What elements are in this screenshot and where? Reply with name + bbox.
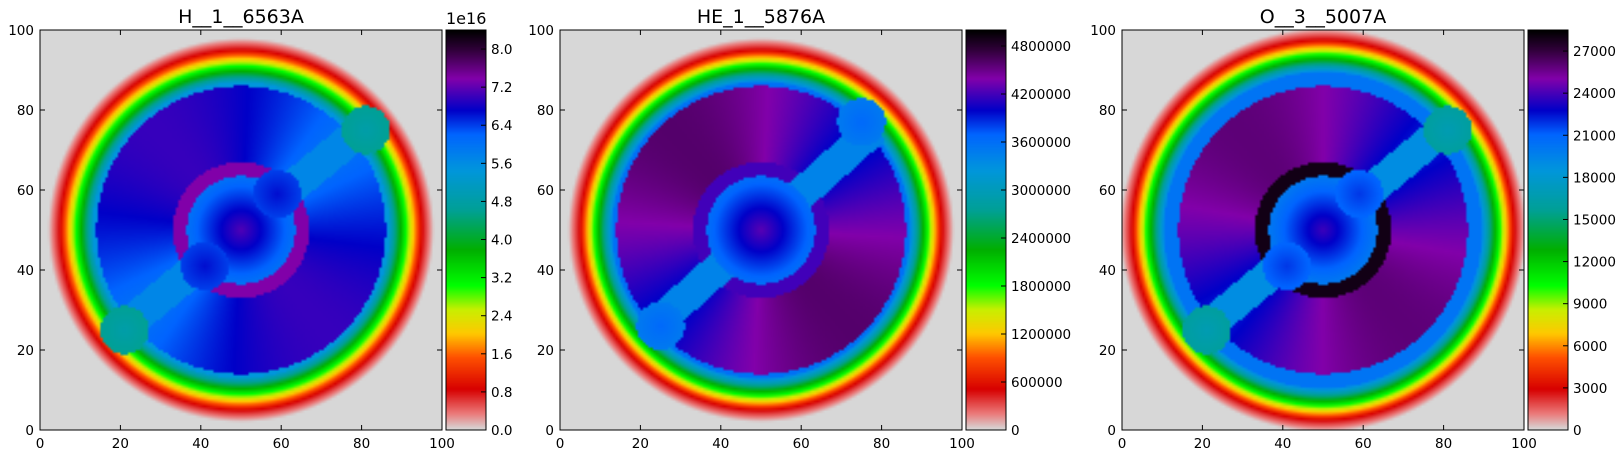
- x-tick-label: 20: [112, 436, 129, 452]
- x-tick-label: 80: [1435, 436, 1452, 452]
- colorbar-tick-label: 3000000: [1011, 183, 1071, 199]
- colorbar-tick-label: 12000: [1573, 255, 1616, 271]
- x-tick-label: 60: [273, 436, 290, 452]
- x-tick-label: 60: [793, 436, 810, 452]
- y-tick-label: 100: [8, 23, 34, 39]
- axes-frame: [1121, 29, 1525, 431]
- x-tick-label: 100: [949, 436, 975, 452]
- colorbar-tick-label: 0: [1011, 423, 1020, 439]
- axes-frame: [39, 29, 443, 431]
- y-tick-label: 40: [1099, 263, 1116, 279]
- colorbar-tick-label: 4800000: [1011, 39, 1071, 55]
- x-tick-label: 0: [556, 436, 565, 452]
- colorbar-tick-label: 0.0: [491, 423, 512, 439]
- x-tick-label: 40: [192, 436, 209, 452]
- colorbar-tick-label: 5.6: [491, 156, 512, 172]
- y-tick-label: 20: [17, 343, 34, 359]
- y-tick-label: 60: [1099, 183, 1116, 199]
- colorbar-tick-label: 24000: [1573, 86, 1616, 102]
- colorbar: 0.0 0.8 1.6 2.4 3.2 4.0 4.8 5.6 6.4 7.2 8.0 1e16: [445, 9, 512, 439]
- colorbar-tick-label: 3600000: [1011, 135, 1071, 151]
- colorbar-tick-label: 1200000: [1011, 327, 1071, 343]
- colorbar-gradient: [446, 30, 486, 430]
- y-tick-label: 100: [528, 23, 554, 39]
- colorbar-tick-label: 27000: [1573, 44, 1616, 60]
- x-tick-label: 20: [632, 436, 649, 452]
- colorbar-tick-label: 4.8: [491, 194, 512, 210]
- x-tick-label: 100: [1511, 436, 1537, 452]
- axes-frame: [559, 29, 963, 431]
- colorbar-gradient: [966, 30, 1006, 430]
- colorbar-offset-label: 1e16: [446, 9, 486, 28]
- colorbar-tick-label: 2.4: [491, 309, 512, 325]
- x-tick-label: 0: [36, 436, 45, 452]
- chart-title: O__3__5007A: [1260, 6, 1386, 28]
- colorbar-tick-label: 4.0: [491, 233, 512, 249]
- panel-2: HE_1__5876A 0 20 40 60 80 100 0 20 40 60 80 100 0 6000…: [528, 6, 1071, 452]
- colorbar-tick-label: 3.2: [491, 271, 512, 287]
- x-tick-label: 40: [712, 436, 729, 452]
- colorbar-tick-label: 1800000: [1011, 279, 1071, 295]
- y-tick-label: 40: [537, 263, 554, 279]
- y-tick-label: 40: [17, 263, 34, 279]
- colorbar-tick-label: 0: [1573, 423, 1582, 439]
- chart-title: HE_1__5876A: [697, 6, 825, 28]
- colorbar-gradient: [1528, 30, 1568, 430]
- chart-title: H__1__6563A: [178, 6, 304, 28]
- x-tick-label: 40: [1274, 436, 1291, 452]
- panel-3: O__3__5007A 0 20 40 60 80 100 0 20 40 60 80 100 0 3000…: [1090, 6, 1616, 452]
- colorbar-tick-label: 3000: [1573, 381, 1607, 397]
- colorbar-frame: [965, 29, 1007, 431]
- x-tick-label: 60: [1355, 436, 1372, 452]
- colorbar-frame: [445, 29, 487, 431]
- x-tick-label: 100: [429, 436, 455, 452]
- heatmap-image: [40, 30, 442, 430]
- x-tick-label: 0: [1118, 436, 1127, 452]
- colorbar-tick-label: 4200000: [1011, 87, 1071, 103]
- colorbar-tick-label: 0.8: [491, 385, 512, 401]
- colorbar-tick-label: 7.2: [491, 80, 512, 96]
- heatmap-image: [1122, 30, 1524, 430]
- colorbar-tick-label: 15000: [1573, 212, 1616, 228]
- y-tick-label: 20: [1099, 343, 1116, 359]
- x-tick-label: 80: [353, 436, 370, 452]
- colorbar-frame: [1527, 29, 1569, 431]
- colorbar: 0 600000 1200000 1800000 2400000 3000000 36000…: [965, 29, 1071, 439]
- y-tick-label: 60: [537, 183, 554, 199]
- colorbar-tick-label: 2400000: [1011, 231, 1071, 247]
- colorbar-tick-label: 600000: [1011, 375, 1063, 391]
- colorbar-tick-label: 1.6: [491, 347, 512, 363]
- y-tick-label: 0: [1107, 423, 1116, 439]
- colorbar-tick-label: 6.4: [491, 118, 512, 134]
- y-tick-label: 0: [545, 423, 554, 439]
- x-tick-label: 20: [1194, 436, 1211, 452]
- x-tick-label: 80: [873, 436, 890, 452]
- y-tick-label: 80: [1099, 103, 1116, 119]
- y-tick-label: 60: [17, 183, 34, 199]
- y-tick-label: 100: [1090, 23, 1116, 39]
- colorbar-tick-label: 8.0: [491, 42, 512, 58]
- y-tick-label: 80: [537, 103, 554, 119]
- y-tick-label: 80: [17, 103, 34, 119]
- colorbar-tick-label: 9000: [1573, 297, 1607, 313]
- colorbar-tick-label: 6000: [1573, 339, 1607, 355]
- y-tick-label: 20: [537, 343, 554, 359]
- y-tick-label: 0: [25, 423, 34, 439]
- colorbar: 0 3000 6000 9000 12000 15000 18000 21000 24000 27…: [1527, 29, 1616, 439]
- colorbar-tick-label: 18000: [1573, 170, 1616, 186]
- heatmap-image: [560, 30, 962, 430]
- colorbar-tick-label: 21000: [1573, 128, 1616, 144]
